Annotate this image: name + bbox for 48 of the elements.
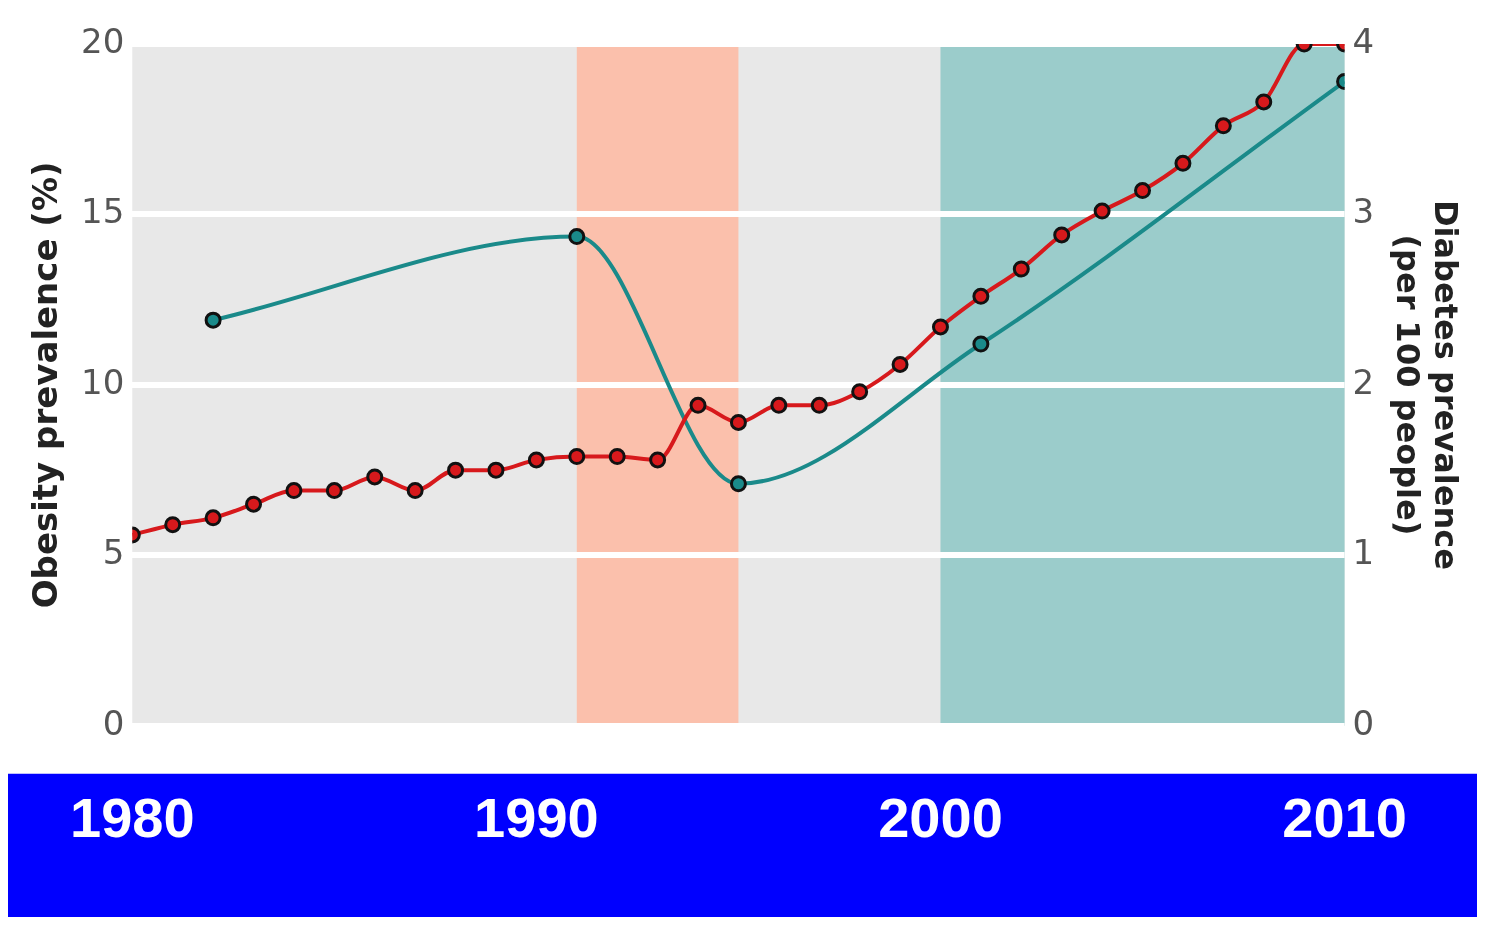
point [851,383,869,401]
point [325,482,343,500]
y-tick-label: 10 [81,361,125,402]
point [1012,260,1030,278]
point [689,396,707,414]
point [568,228,586,246]
point [1214,117,1232,135]
point [649,451,667,469]
point [487,461,505,479]
point [164,516,182,534]
y2-tick-label: 3 [1352,191,1375,232]
point [810,396,828,414]
point [527,451,545,469]
point [931,318,949,336]
point [1134,182,1152,200]
x-tick-label: 2000 [878,785,1003,849]
point [770,396,788,414]
point [1053,226,1071,244]
point [447,461,465,479]
point [891,355,909,373]
x-tick-label: 2010 [1282,785,1407,849]
point [972,287,990,305]
x-tick-label: 1990 [474,785,599,849]
point [406,482,424,500]
point [729,475,747,493]
y-tick-label: 0 [102,702,125,743]
point [245,495,263,513]
y2-tick-label: 4 [1352,20,1375,61]
y-tick-label: 15 [81,191,125,232]
y2-axis-title: Diabetes prevalence (per 100 people) [1389,199,1466,570]
point [366,468,384,486]
point [1174,154,1192,172]
x-tick-label: 1980 [70,785,195,849]
y-tick-label: 5 [102,532,125,573]
point [972,335,990,353]
y2-tick-label: 2 [1352,361,1375,402]
point [204,311,222,329]
point [729,413,747,431]
point [1255,93,1273,111]
y-axis-title: Obesity prevalence (%) [25,161,66,609]
point [608,447,626,465]
y-tick-label: 20 [81,20,125,61]
point [1093,202,1111,220]
point [285,482,303,500]
point [568,447,586,465]
y2-tick-label: 0 [1352,702,1375,743]
y2-tick-label: 1 [1352,532,1375,573]
point [204,509,222,527]
